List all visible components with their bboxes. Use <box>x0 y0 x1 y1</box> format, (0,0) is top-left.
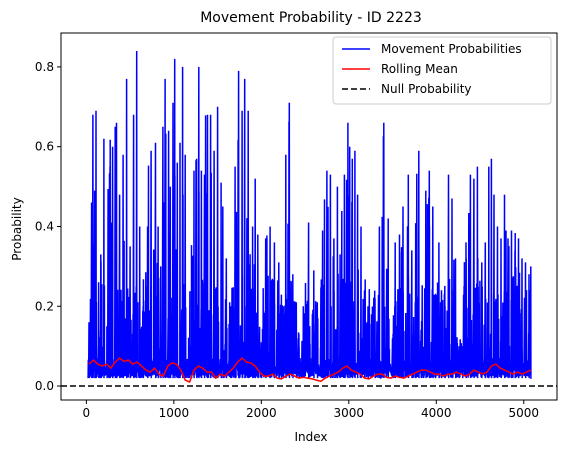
x-tick-label: 5000 <box>508 406 539 420</box>
y-axis: 0.0 0.2 0.4 0.6 0.8 <box>35 60 61 393</box>
legend-label-rolling-mean: Rolling Mean <box>381 62 458 76</box>
legend: Movement Probabilities Rolling Mean Null… <box>332 36 552 105</box>
legend-label-movement: Movement Probabilities <box>381 42 522 56</box>
y-tick-label: 0.6 <box>35 140 54 154</box>
chart-title: Movement Probability - ID 2223 <box>200 10 422 26</box>
x-tick-label: 0 <box>83 406 91 420</box>
x-tick-label: 1000 <box>159 406 190 420</box>
y-tick-label: 0.4 <box>35 219 54 233</box>
x-axis-label: Index <box>294 430 327 444</box>
x-tick-label: 2000 <box>246 406 277 420</box>
plot-frame <box>60 32 558 401</box>
series-rolling-mean <box>88 357 532 384</box>
legend-box <box>332 36 552 105</box>
y-axis-label: Probability <box>10 197 24 260</box>
y-tick-label: 0.8 <box>35 60 54 74</box>
y-tick-label: 0.0 <box>35 379 54 393</box>
plot-series-layer <box>61 50 557 387</box>
x-tick-label: 3000 <box>334 406 365 420</box>
x-axis: 0 1000 2000 3000 4000 5000 <box>83 400 539 420</box>
y-tick-label: 0.2 <box>35 299 54 313</box>
legend-label-null: Null Probability <box>381 82 472 96</box>
series-movement-probabilities <box>87 50 532 380</box>
plot-area <box>61 50 557 387</box>
x-tick-label: 4000 <box>421 406 452 420</box>
